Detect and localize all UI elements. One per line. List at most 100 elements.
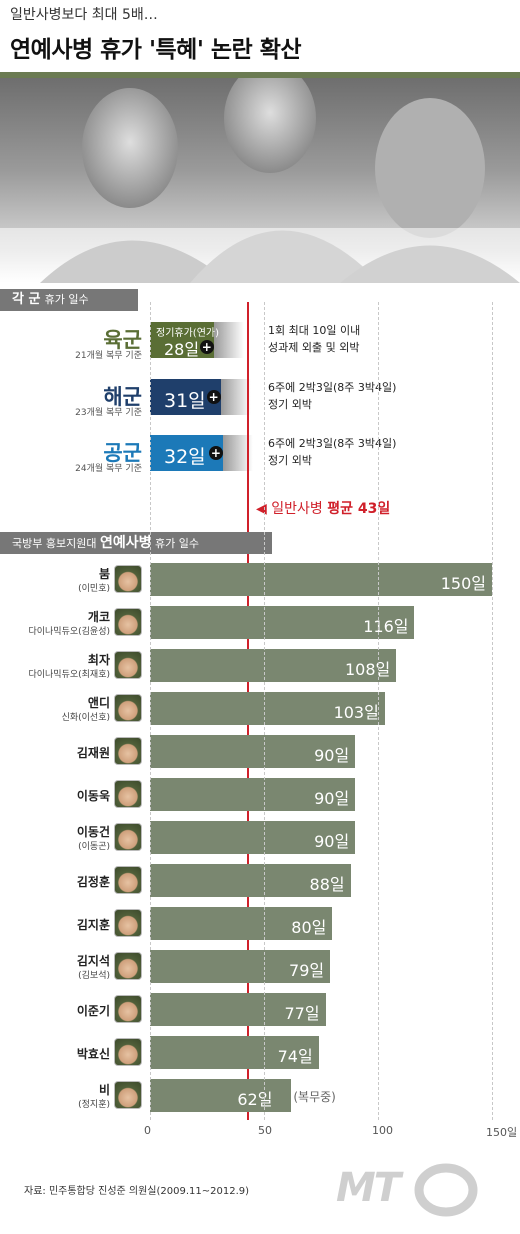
celebrity-bar bbox=[150, 864, 351, 897]
soldiers-photo bbox=[0, 78, 520, 283]
celebrity-value-label: 103일 bbox=[333, 703, 379, 722]
celebrity-bar bbox=[150, 735, 356, 768]
celebrity-bar bbox=[150, 1079, 292, 1112]
section-tag-bold: 각 군 bbox=[12, 292, 41, 307]
celebrity-bar bbox=[150, 993, 326, 1026]
source-note: 자료: 민주통합당 진성준 의원실(2009.11~2012.9) bbox=[24, 1186, 250, 1197]
celebrity-photo bbox=[114, 565, 142, 593]
branch-value-label: 32일 bbox=[164, 446, 206, 468]
celebrity-value-label: 90일 bbox=[314, 746, 350, 765]
mt-logo: MT bbox=[336, 1160, 481, 1220]
celebrity-bar bbox=[150, 692, 385, 725]
celebrity-subname: 다이나믹듀오(김윤성) bbox=[28, 627, 110, 637]
branch-desc-line2: 정기 외박 bbox=[268, 398, 312, 411]
branch-service-period: 23개월 복무 기준 bbox=[75, 408, 142, 418]
branch-desc-line1: 6주에 2박3일(8주 3박4일) bbox=[268, 381, 397, 394]
celebrity-subname: (정지훈) bbox=[78, 1100, 110, 1110]
branch-service-period: 21개월 복무 기준 bbox=[75, 351, 142, 361]
celebrity-name: 개코 bbox=[87, 610, 110, 624]
plus-icon: + bbox=[208, 446, 223, 460]
celebrity-name: 이동욱 bbox=[76, 789, 110, 803]
branch-name: 육군 bbox=[103, 328, 142, 352]
celebrity-value-label: 88일 bbox=[309, 875, 345, 894]
celebrity-name: 붐 bbox=[98, 567, 110, 581]
section-tag-celebrities: 국방부 홍보지원대 연예사병 휴가 일수 bbox=[0, 532, 272, 554]
celebrity-photo bbox=[114, 780, 142, 808]
branch-name: 해군 bbox=[103, 385, 142, 409]
celebrity-value-label: 90일 bbox=[314, 832, 350, 851]
section2-rest: 휴가 일수 bbox=[155, 537, 199, 550]
branch-value-label: 28일 bbox=[164, 340, 200, 359]
section-tag-rest: 휴가 일수 bbox=[44, 293, 89, 306]
celebrity-value-label: 150일 bbox=[440, 574, 486, 593]
celebrity-value-label: 90일 bbox=[314, 789, 350, 808]
celebrity-photo bbox=[114, 1081, 142, 1109]
celebrity-name: 앤디 bbox=[87, 696, 110, 710]
section-tag-branches: 각 군 휴가 일수 bbox=[0, 289, 138, 311]
x-tick-label: 100 bbox=[372, 1124, 393, 1137]
in-service-note: (복무중) bbox=[293, 1090, 336, 1104]
celebrity-value-label: 79일 bbox=[289, 961, 325, 980]
branch-desc-line1: 6주에 2박3일(8주 3박4일) bbox=[268, 437, 397, 450]
header-divider bbox=[0, 72, 520, 78]
celebrity-name: 김지석 bbox=[76, 954, 110, 968]
celebrity-name: 최자 bbox=[87, 653, 110, 667]
celebrity-value-label: 62일 bbox=[237, 1090, 273, 1109]
celebrity-bar bbox=[150, 606, 415, 639]
celebrity-photo bbox=[114, 1038, 142, 1066]
celebrity-photo bbox=[114, 866, 142, 894]
celebrity-value-label: 116일 bbox=[363, 617, 409, 636]
celebrity-photo bbox=[114, 909, 142, 937]
celebrity-name: 비 bbox=[98, 1083, 110, 1097]
celebrity-bar bbox=[150, 907, 333, 940]
plus-icon: + bbox=[199, 340, 214, 354]
average-arrow: ◀ bbox=[256, 501, 267, 517]
mt-logo-mark bbox=[414, 1163, 478, 1217]
branch-desc-line1: 1회 최대 10일 이내 bbox=[268, 324, 361, 337]
section2-prefix: 국방부 홍보지원대 bbox=[12, 537, 97, 550]
celebrity-name: 김재원 bbox=[76, 746, 110, 760]
celebrity-subname: 신화(이선호) bbox=[61, 713, 110, 723]
x-tick-label: 0 bbox=[144, 1124, 151, 1137]
branch-service-period: 24개월 복무 기준 bbox=[75, 464, 142, 474]
celebrity-bar bbox=[150, 821, 356, 854]
celebrity-value-label: 74일 bbox=[277, 1047, 313, 1066]
branch-value-label: 31일 bbox=[164, 390, 206, 412]
celebrity-photo bbox=[114, 995, 142, 1023]
branch-desc-line2: 성과제 외출 및 외박 bbox=[268, 341, 360, 354]
branch-bar-shadow bbox=[220, 379, 251, 415]
celebrity-bar bbox=[150, 649, 397, 682]
celebrity-value-label: 108일 bbox=[344, 660, 391, 679]
branch-top-label: 정기휴가(연가) bbox=[156, 328, 220, 339]
average-label-prefix: 일반사병 bbox=[271, 501, 323, 517]
mt-logo-text: MT bbox=[336, 1165, 401, 1211]
celebrity-name: 김정훈 bbox=[76, 875, 110, 889]
celebrity-value-label: 77일 bbox=[284, 1004, 320, 1023]
celebrity-photo bbox=[114, 651, 142, 679]
x-tick-label: 150일 bbox=[486, 1126, 518, 1139]
gridline bbox=[150, 302, 151, 1120]
section2-bold: 연예사병 bbox=[99, 535, 152, 551]
celebrity-subname: (이동곤) bbox=[78, 842, 110, 852]
header-subtitle: 일반사병보다 최대 5배… bbox=[10, 7, 158, 23]
celebrity-photo bbox=[114, 952, 142, 980]
gridline bbox=[378, 302, 379, 1120]
branch-desc-line2: 정기 외박 bbox=[268, 454, 312, 467]
celebrity-name: 김지훈 bbox=[76, 918, 110, 932]
celebrity-name: 이동건 bbox=[76, 825, 110, 839]
celebrity-subname: (김보석) bbox=[78, 971, 110, 981]
celebrity-name: 이준기 bbox=[76, 1004, 110, 1018]
page-title: 연예사병 휴가 '특혜' 논란 확산 bbox=[10, 37, 302, 63]
celebrity-subname: (이민호) bbox=[78, 584, 110, 594]
gridline bbox=[492, 302, 493, 1120]
average-label: ◀ 일반사병 평균 43일 bbox=[256, 498, 390, 518]
celebrity-subname: 다이나믹듀오(최재호) bbox=[28, 670, 110, 680]
gridline bbox=[264, 302, 265, 1120]
celebrity-photo bbox=[114, 608, 142, 636]
celebrity-photo bbox=[114, 737, 142, 765]
celebrity-name: 박효신 bbox=[76, 1047, 110, 1061]
celebrity-photo bbox=[114, 823, 142, 851]
celebrity-photo bbox=[114, 694, 142, 722]
celebrity-bar bbox=[150, 563, 492, 596]
